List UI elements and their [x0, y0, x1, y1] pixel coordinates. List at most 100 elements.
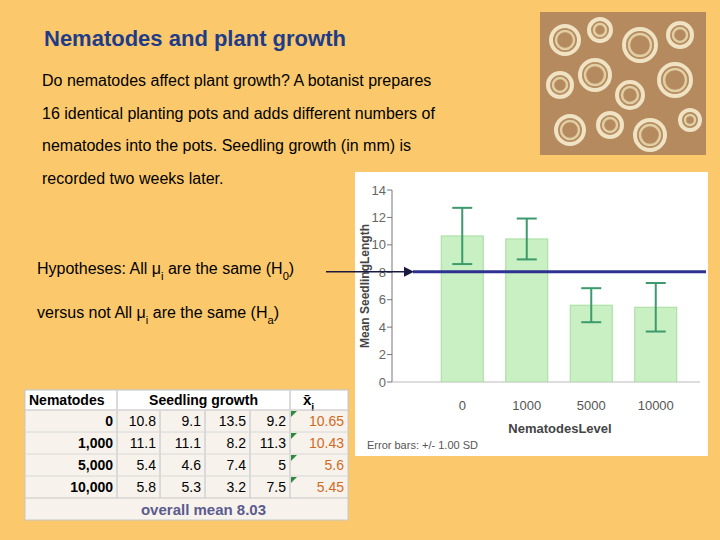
- data-table: NematodesSeedling growthx̄i010.89.113.59…: [25, 390, 348, 520]
- y-tick: [387, 354, 392, 355]
- photo-ring: [635, 120, 665, 150]
- error-stem: [590, 288, 592, 322]
- photo-ring: [551, 26, 579, 54]
- error-cap: [452, 207, 472, 209]
- table-cell: 5.3: [182, 479, 202, 495]
- y-tick-label: 12: [372, 210, 386, 225]
- error-cap: [517, 218, 537, 220]
- table-grid: [250, 410, 251, 498]
- table-cell: 10.8: [129, 413, 156, 429]
- table-grid: [290, 390, 291, 498]
- error-cap: [646, 282, 666, 284]
- table-grid: [160, 410, 161, 498]
- x-tick-label: 1000: [512, 398, 541, 413]
- background: [0, 0, 720, 540]
- overall-mean-line: [413, 270, 706, 273]
- body-text: 16 identical planting pots and adds diff…: [42, 105, 435, 122]
- text-segment: versus not All: [37, 304, 137, 321]
- cell-marker: [291, 433, 297, 439]
- table-grid: [117, 390, 118, 498]
- photo-ring: [594, 24, 606, 36]
- photo-ring: [556, 31, 574, 49]
- table-footer: overall mean 8.03: [141, 501, 266, 518]
- table-grid: [290, 390, 291, 498]
- photo-ring: [598, 113, 622, 137]
- error-cap: [581, 287, 601, 289]
- error-bar: [452, 208, 472, 264]
- y-tick-label: 6: [379, 292, 386, 307]
- error-cap: [646, 331, 666, 333]
- photo-ring: [622, 87, 638, 103]
- table-mean: 10.65: [309, 413, 344, 429]
- table-grid: [25, 410, 348, 411]
- error-cap: [517, 258, 537, 260]
- photo-ring: [561, 121, 579, 139]
- error-stem: [526, 219, 528, 260]
- table-grid: [25, 432, 348, 433]
- x-tick-label: 5000: [577, 398, 606, 413]
- table-grid: [250, 410, 251, 498]
- y-tick: [387, 217, 392, 218]
- arrow-head: [404, 267, 414, 277]
- y-tick-label: 0: [379, 375, 386, 390]
- text-segment: ): [289, 260, 294, 277]
- body-text: recorded two weeks later.: [42, 170, 223, 187]
- photo-ring: [556, 116, 584, 144]
- table-cell: 5.8: [137, 479, 157, 495]
- photo-ring: [585, 65, 605, 85]
- text-segment: ): [274, 304, 279, 321]
- hypothesis: Hypotheses: All μi are the same (H0): [37, 260, 294, 282]
- photo-ring: [617, 82, 643, 108]
- chart-panel: [355, 172, 708, 456]
- table-grid: [250, 410, 251, 498]
- y-tick: [387, 382, 392, 383]
- photo-ring: [664, 69, 686, 91]
- table-cell: 7.5: [267, 479, 287, 495]
- y-tick-label: 4: [379, 320, 386, 335]
- body-text: Do nematodes affect plant growth? A bota…: [42, 72, 431, 89]
- photo-ring: [548, 73, 572, 97]
- table-cell: 5.4: [137, 457, 157, 473]
- y-tick: [387, 299, 392, 300]
- table-cell: 7.4: [227, 457, 247, 473]
- photo-bg: [540, 12, 706, 155]
- slide: Nematodes and plant growthDo nematodes a…: [0, 0, 720, 540]
- table-cell: 11.1: [130, 435, 156, 451]
- table-header: Seedling growth: [149, 392, 258, 408]
- table-cell: 10,000: [70, 479, 113, 495]
- table-bg: [25, 390, 348, 520]
- text-segment: H: [271, 260, 283, 277]
- error-bar: [581, 288, 601, 322]
- body-text: nematodes into the pots. Seedling growth…: [42, 137, 411, 154]
- table-cell: 0: [105, 413, 113, 429]
- table-cell: 9.2: [267, 413, 287, 429]
- photo-ring: [659, 64, 691, 96]
- table-header: Nematodes: [29, 392, 105, 408]
- plot-area: [441, 208, 677, 382]
- error-bar: [517, 219, 537, 260]
- table-cell: 11.1: [175, 435, 201, 451]
- table-cell: 1,000: [78, 435, 113, 451]
- photo-ring: [603, 118, 617, 132]
- text-segment: i: [311, 401, 314, 413]
- x-axis-label: NematodesLevel: [508, 421, 611, 436]
- table-grid: [160, 410, 161, 498]
- table-grid: [117, 390, 118, 498]
- error-bar: [646, 283, 666, 332]
- error-stem: [655, 283, 657, 332]
- table-cell: 13.5: [219, 413, 246, 429]
- table-grid: [205, 410, 206, 498]
- y-tick-label: 2: [379, 347, 386, 362]
- table-cell: 9.1: [182, 413, 202, 429]
- y-axis-label: Mean SeedlingLength: [358, 224, 372, 348]
- text-segment: μ: [152, 260, 161, 277]
- text-segment: are the same (: [163, 260, 271, 277]
- table-cell: 11.3: [260, 435, 286, 451]
- text-segment: are the same (: [148, 304, 256, 321]
- text-segment: μ: [137, 304, 146, 321]
- table-grid: [25, 476, 348, 477]
- table-grid: [160, 410, 161, 498]
- photo-ring: [580, 60, 610, 90]
- photo-ring: [640, 125, 660, 145]
- nematode-photo: [540, 12, 706, 155]
